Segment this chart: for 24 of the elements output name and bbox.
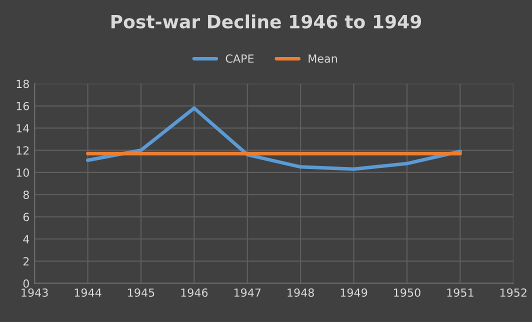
y-tick-label: 12 (16, 146, 29, 154)
y-tick-label: 10 (16, 168, 29, 177)
x-tick-label: 1947 (234, 288, 261, 297)
x-tick-label: 1949 (340, 288, 368, 297)
y-tick-label: 6 (23, 212, 30, 222)
x-tick-label: 1950 (394, 288, 420, 297)
x-tick-label: 1945 (128, 288, 154, 297)
y-tick-label: 8 (23, 190, 29, 200)
x-tick-label: 1944 (74, 288, 102, 297)
x-tick-label: 1951 (447, 288, 474, 297)
y-tick-label: 16 (16, 102, 30, 110)
y-tick-label: 4 (23, 235, 30, 244)
y-tick-label: 0 (23, 279, 29, 288)
line-series (86, 106, 462, 171)
x-tick-label: 1948 (288, 288, 314, 297)
chart-title: Post-war Decline 1946 to 1949 (111, 14, 422, 28)
legend-label: CAPE (226, 54, 254, 63)
y-tick-label: 14 (16, 124, 30, 132)
x-tick-label: 1943 (22, 288, 48, 297)
x-tick-label: 1952 (500, 288, 526, 297)
legend-label: Mean (308, 54, 337, 63)
y-tick-label: 18 (16, 80, 29, 88)
y-tick-label: 2 (23, 257, 29, 266)
x-tick-label: 1946 (181, 288, 208, 297)
